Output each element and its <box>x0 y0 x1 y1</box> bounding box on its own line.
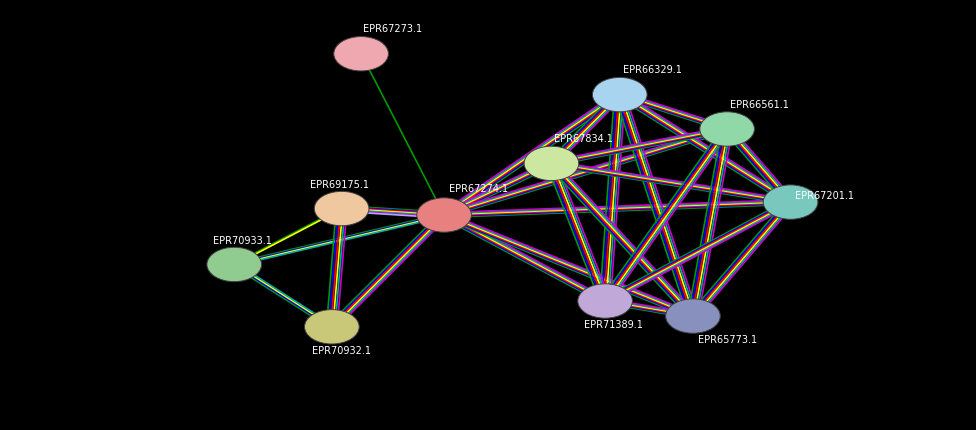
Ellipse shape <box>417 198 471 232</box>
Text: EPR65773.1: EPR65773.1 <box>698 335 757 345</box>
Ellipse shape <box>592 77 647 112</box>
Text: EPR70933.1: EPR70933.1 <box>213 236 271 246</box>
Ellipse shape <box>666 299 720 333</box>
Ellipse shape <box>700 112 754 146</box>
Ellipse shape <box>334 37 388 71</box>
Text: EPR66561.1: EPR66561.1 <box>730 100 789 110</box>
Ellipse shape <box>305 310 359 344</box>
Text: EPR69175.1: EPR69175.1 <box>310 180 369 190</box>
Text: EPR67834.1: EPR67834.1 <box>554 134 613 144</box>
Text: EPR71389.1: EPR71389.1 <box>584 320 642 330</box>
Text: EPR67274.1: EPR67274.1 <box>449 184 508 194</box>
Ellipse shape <box>524 146 579 181</box>
Ellipse shape <box>578 284 632 318</box>
Text: EPR70932.1: EPR70932.1 <box>312 346 371 356</box>
Text: EPR67201.1: EPR67201.1 <box>795 190 854 201</box>
Text: EPR67273.1: EPR67273.1 <box>363 25 423 34</box>
Ellipse shape <box>763 185 818 219</box>
Text: EPR66329.1: EPR66329.1 <box>623 65 681 75</box>
Ellipse shape <box>207 247 262 282</box>
Ellipse shape <box>314 191 369 226</box>
